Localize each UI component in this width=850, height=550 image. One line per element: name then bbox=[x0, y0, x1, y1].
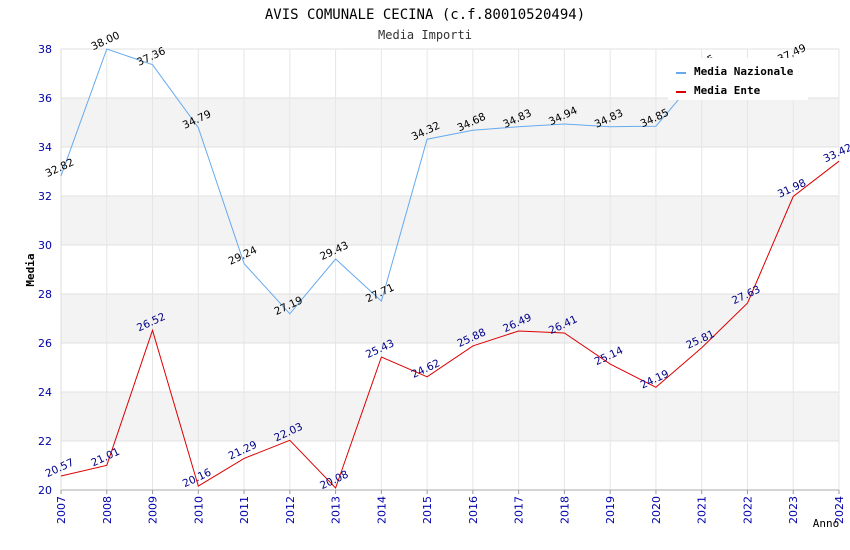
x-tick-label: 2018 bbox=[558, 496, 571, 524]
x-tick-label: 2016 bbox=[467, 496, 480, 524]
y-tick-label: 26 bbox=[38, 337, 52, 350]
x-tick-label: 2011 bbox=[238, 496, 251, 524]
x-tick-label: 2014 bbox=[375, 496, 388, 524]
grid-band bbox=[61, 98, 839, 147]
data-label: 24.19 bbox=[639, 368, 671, 392]
legend-box bbox=[668, 58, 808, 100]
x-tick-label: 2021 bbox=[696, 496, 709, 524]
legend-label: Media Nazionale bbox=[694, 65, 794, 78]
x-tick-label: 2009 bbox=[147, 496, 160, 524]
chart-subtitle: Media Importi bbox=[378, 28, 472, 42]
x-tick-label: 2019 bbox=[604, 496, 617, 524]
data-label: 20.08 bbox=[318, 469, 350, 493]
grid-band bbox=[61, 196, 839, 245]
x-tick-label: 2007 bbox=[55, 496, 68, 524]
x-tick-label: 2023 bbox=[787, 496, 800, 524]
x-tick-label: 2015 bbox=[421, 496, 434, 524]
y-tick-label: 34 bbox=[38, 141, 52, 154]
y-tick-label: 32 bbox=[38, 190, 52, 203]
y-tick-label: 28 bbox=[38, 288, 52, 301]
y-tick-label: 20 bbox=[38, 484, 52, 497]
y-tick-label: 30 bbox=[38, 239, 52, 252]
data-label: 38.00 bbox=[89, 29, 121, 53]
x-tick-label: 2008 bbox=[101, 496, 114, 524]
legend-label: Media Ente bbox=[694, 84, 761, 97]
data-label: 24.62 bbox=[410, 357, 442, 381]
grid-band bbox=[61, 392, 839, 441]
data-label: 29.24 bbox=[227, 244, 260, 268]
legend: Media Nazionale Media Ente bbox=[668, 58, 808, 100]
x-axis-label: Anno bbox=[813, 517, 840, 530]
data-label: 25.14 bbox=[593, 344, 626, 368]
series-line-media-nazionale bbox=[60, 48, 794, 315]
x-tick-label: 2022 bbox=[741, 496, 754, 524]
x-tick-label: 2013 bbox=[330, 496, 343, 524]
grid-band bbox=[61, 294, 839, 343]
y-tick-label: 24 bbox=[38, 386, 52, 399]
x-tick-label: 2024 bbox=[833, 496, 846, 524]
y-axis-label: Media bbox=[24, 253, 37, 286]
data-label: 20.16 bbox=[181, 466, 214, 490]
y-tick-label: 22 bbox=[38, 435, 52, 448]
series-line-media-ente bbox=[60, 160, 840, 489]
x-tick-label: 2017 bbox=[513, 496, 526, 524]
y-tick-label: 36 bbox=[38, 92, 52, 105]
data-label: 20.57 bbox=[44, 457, 76, 481]
x-tick-label: 2010 bbox=[192, 496, 205, 524]
x-tick-label: 2020 bbox=[650, 496, 663, 524]
x-tick-label: 2012 bbox=[284, 496, 297, 524]
chart-title: AVIS COMUNALE CECINA (c.f.80010520494) bbox=[265, 7, 585, 23]
data-label: 32.82 bbox=[44, 156, 76, 180]
y-tick-label: 38 bbox=[38, 43, 52, 56]
